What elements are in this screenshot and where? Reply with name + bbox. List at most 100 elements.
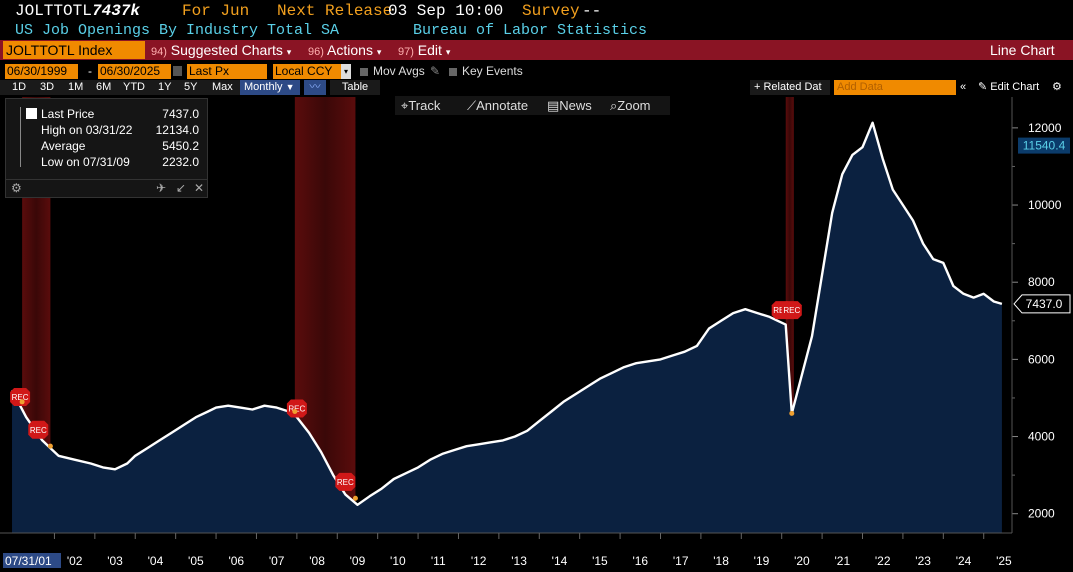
start-date-box — [3, 553, 61, 568]
x-tick-label: '25 — [996, 554, 1012, 568]
legend-bracket — [20, 107, 25, 167]
x-tick-label: '14 — [552, 554, 568, 568]
legend-average-label: Average — [41, 139, 86, 153]
x-tick-label: '04 — [148, 554, 164, 568]
x-tick-label: '15 — [592, 554, 608, 568]
rec-marker-label: REC — [30, 426, 47, 435]
x-tick-label: '08 — [309, 554, 325, 568]
annotate-button[interactable]: ⟋ Annotate — [467, 98, 529, 113]
legend-low-value: 2232.0 — [162, 155, 199, 169]
legend-last-value: 7437.0 — [162, 107, 199, 121]
track-button[interactable]: ⌖ Track — [401, 98, 441, 113]
y-tick-label: 2000 — [1028, 507, 1055, 521]
last-value: 7437k — [92, 2, 141, 20]
security-field[interactable]: JOLTTOTL Index — [3, 41, 145, 59]
legend-last-label: Last Price — [41, 107, 95, 121]
x-tick-label: '16 — [632, 554, 648, 568]
x-tick-label: '18 — [713, 554, 729, 568]
calendar-icon[interactable] — [173, 66, 182, 76]
x-tick-label: '09 — [350, 554, 366, 568]
start-date-field[interactable]: 06/30/1999 — [5, 64, 78, 79]
rec-marker-label: REC — [783, 306, 800, 315]
survey-value: -- — [582, 2, 602, 20]
survey-label: Survey — [522, 2, 580, 20]
rec-marker-label: REC — [337, 478, 354, 487]
rec-marker-shape — [10, 387, 31, 406]
close-icon[interactable]: ✕ — [194, 181, 205, 195]
date-bar: 06/30/1999 - 06/30/2025 Last Px Local CC… — [5, 64, 523, 79]
series-name: US Job Openings By Industry Total SA — [15, 22, 340, 39]
legend-panel: Last Price 7437.0 High on 03/31/22 12134… — [5, 98, 208, 198]
rec-marker-label: REC — [12, 393, 29, 402]
key-events-label[interactable]: Key Events — [462, 64, 523, 78]
range-toolbar: 1D 3D 1M 6M YTD 1Y 5Y Max Monthly ▼ 〰 Ta… — [0, 80, 1073, 95]
suggested-charts-button[interactable]: 94) Suggested Charts ▾ — [151, 42, 292, 58]
series-line — [10, 121, 1003, 506]
range-5y[interactable]: 5Y — [184, 81, 198, 93]
x-tick-label: '21 — [834, 554, 850, 568]
currency-selector[interactable]: Local CCY — [273, 64, 341, 79]
recession-point-0 — [19, 399, 25, 405]
range-3d[interactable]: 3D — [40, 81, 55, 93]
frequency-selector[interactable]: Monthly ▼ — [240, 80, 300, 95]
chart-type-label[interactable]: Line Chart — [990, 42, 1055, 58]
value-tag-label: 11540.4 — [1023, 139, 1066, 153]
y-tick-label: 8000 — [1028, 275, 1055, 289]
x-tick-label: '23 — [915, 554, 931, 568]
rec-marker-5: REC — [781, 301, 802, 320]
y-tick-label: 6000 — [1028, 352, 1055, 366]
shrink-icon[interactable]: ↙ — [176, 181, 187, 195]
range-1d[interactable]: 1D — [12, 81, 27, 93]
period-label: For Jun — [182, 2, 250, 20]
line-chart-icon[interactable]: 〰 — [304, 80, 326, 95]
edit-chart-button[interactable]: ✎ Edit Chart — [978, 81, 1040, 93]
x-tick-label: '03 — [107, 554, 123, 568]
mov-avgs-checkbox[interactable] — [360, 68, 368, 76]
legend-average-value: 5450.2 — [162, 139, 199, 153]
end-date-field[interactable]: 06/30/2025 — [98, 64, 171, 79]
rec-marker-label: REC — [288, 405, 305, 414]
range-1m[interactable]: 1M — [68, 81, 84, 93]
currency-dropdown-icon[interactable]: ▾ — [341, 64, 351, 79]
collapse-icon[interactable]: « — [960, 81, 967, 93]
mov-avgs-label[interactable]: Mov Avgs — [373, 64, 425, 78]
related-data-button[interactable]: + Related Dat — [750, 80, 830, 95]
legend-settings-icon[interactable]: ⚙ — [11, 181, 22, 195]
field-selector[interactable]: Last Px — [187, 64, 267, 79]
x-tick-label: '13 — [511, 554, 527, 568]
x-tick-label: '10 — [390, 554, 406, 568]
pin-icon[interactable]: ✈ — [156, 181, 167, 195]
range-1y[interactable]: 1Y — [158, 81, 172, 93]
rec-marker-3: REC — [335, 472, 356, 491]
x-tick-label: '20 — [794, 554, 810, 568]
range-buttons: 1D 3D 1M 6M YTD 1Y 5Y Max — [0, 80, 240, 95]
axes: 2000 4000 6000 8000 10000 12000 '02 '03 '04 '05 '0… — [0, 97, 1071, 568]
zoom-button[interactable]: ⌕ Zoom — [610, 98, 651, 113]
value-tag-shape — [1018, 137, 1070, 154]
add-data-input[interactable]: Add Data — [834, 80, 956, 95]
range-ytd[interactable]: YTD — [123, 81, 145, 93]
x-tick-label: '11 — [431, 554, 446, 568]
x-tick-label: '02 — [67, 554, 83, 568]
recession-point-1 — [47, 443, 53, 449]
settings-gear-icon[interactable]: ⚙ — [1052, 81, 1062, 93]
value-tag-label: 7437.0 — [1026, 297, 1063, 311]
chart-tools-bar: ⌖ Track ⟋ Annotate ▤ News ⌕ Zoom — [395, 96, 670, 115]
value-tag-1: 7437.0 — [1013, 294, 1071, 314]
table-button[interactable]: Table — [330, 80, 380, 95]
start-date-label: 07/31/01 — [5, 554, 52, 568]
edit-button[interactable]: 97) Edit ▾ — [398, 42, 451, 58]
key-events-checkbox[interactable] — [449, 68, 457, 76]
last-price-swatch[interactable] — [26, 108, 37, 119]
recession-point-2 — [292, 408, 298, 414]
range-max[interactable]: Max — [212, 81, 233, 93]
news-button[interactable]: ▤ News — [547, 98, 592, 113]
range-6m[interactable]: 6M — [96, 81, 112, 93]
rec-marker-0: REC — [10, 387, 31, 406]
actions-button[interactable]: 96) Actions ▾ — [308, 42, 382, 58]
x-tick-label: '24 — [956, 554, 972, 568]
pencil-icon[interactable]: ✎ — [430, 64, 441, 78]
value-tag-shape — [1013, 294, 1071, 314]
